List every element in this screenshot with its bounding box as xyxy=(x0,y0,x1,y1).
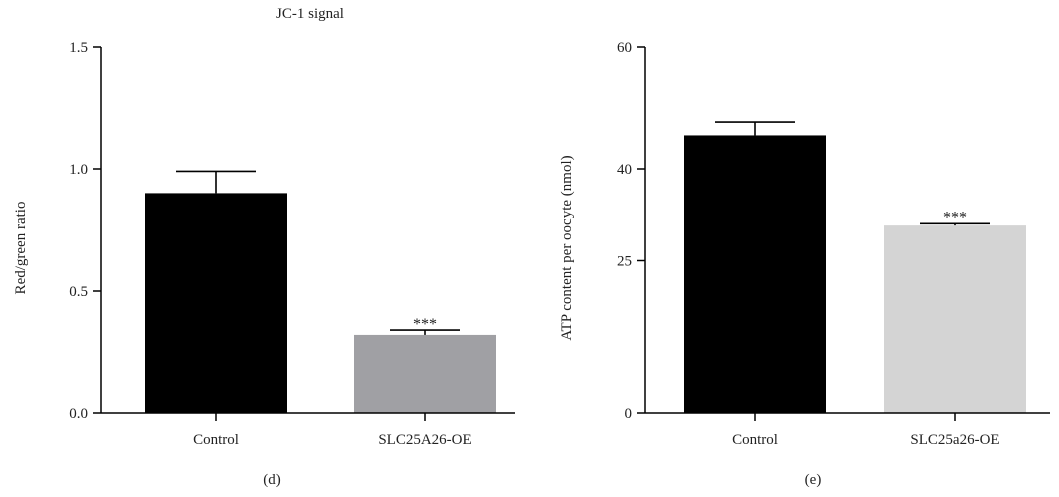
panel-d-x-tick-label: Control xyxy=(193,432,239,448)
panel-e-chart: ATP content per oocyte (nmol) (e) *** 0 25… xyxy=(559,40,1050,488)
panel-d-x-tick-label: SLC25A26-OE xyxy=(378,432,471,448)
panel-d-significance-2: *** xyxy=(413,316,437,333)
panel-d-label: (d) xyxy=(263,472,281,488)
panel-d-bar-2 xyxy=(354,334,496,413)
panel-e-label: (e) xyxy=(805,472,822,488)
panel-d-title: JC-1 signal xyxy=(276,6,344,22)
panel-e-y-axis-title: ATP content per oocyte (nmol) xyxy=(559,155,575,340)
panel-d-y-axis-title: Red/green ratio xyxy=(13,202,29,295)
panel-d-y-tick-label: 1.5 xyxy=(69,40,88,56)
panel-d-chart: JC-1 signal Red/green ratio (d) *** 0.0 0.… xyxy=(13,6,515,488)
panel-d-y-tick-label: 0.5 xyxy=(69,284,88,300)
panel-e-bar-2 xyxy=(884,225,1026,413)
panel-e-x-tick-label: SLC25a26-OE xyxy=(910,432,999,448)
panel-e-y-tick-label: 0 xyxy=(625,406,633,422)
panel-e-y-tick-label: 25 xyxy=(617,254,632,270)
panel-e-x-tick-label: Control xyxy=(732,432,778,448)
panel-d-y-tick-label: 0.0 xyxy=(69,406,88,422)
panel-e-y-tick-label: 40 xyxy=(617,162,632,178)
panel-d-y-tick-label: 1.0 xyxy=(69,162,88,178)
panel-e-y-tick-label: 60 xyxy=(617,40,632,56)
panel-e-bar-1 xyxy=(684,135,826,413)
panel-e-significance-2: *** xyxy=(943,209,967,226)
panel-d-bar-1 xyxy=(145,193,287,413)
